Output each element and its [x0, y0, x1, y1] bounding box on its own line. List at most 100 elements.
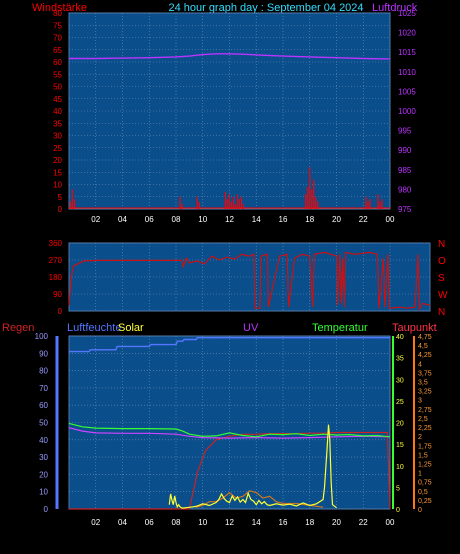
y2-tick-label: 30: [396, 377, 404, 384]
label-regen: Regen: [2, 322, 34, 334]
y-tick-label: 70: [39, 384, 48, 393]
y2-tick-label: 995: [398, 127, 412, 136]
y-axis-left: 0 5 10 15 20 25 30 35 40 45 50 55 60 65 70 75 80: [53, 9, 62, 214]
y-tick-label: 20: [53, 156, 62, 165]
rain-tick-label: 0,25: [418, 498, 432, 505]
rain-tick-label: 4,25: [418, 352, 432, 359]
y-tick-label: 360: [49, 239, 63, 248]
y-tick-label: 30: [53, 132, 62, 141]
header-title: 24 hour graph day : September 04 2024: [168, 2, 363, 14]
x-tick-label: 16: [279, 518, 288, 527]
label-taupunkt: Taupunkt: [392, 322, 437, 334]
label-luftfeuchte: Luftfeuchte: [67, 322, 121, 334]
grid: [69, 12, 391, 210]
x-tick-label: 18: [305, 215, 314, 224]
y-tick-label: 60: [53, 58, 62, 67]
rain-tick-label: 0,5: [418, 489, 428, 496]
y2-tick-label: 15: [396, 442, 404, 449]
header-right-label: Luftdruck: [372, 2, 418, 14]
x-tick-label: 04: [118, 518, 127, 527]
rain-tick-label: 0: [418, 507, 422, 514]
x-tick-label: 14: [252, 518, 261, 527]
x-tick-label: 02: [91, 215, 100, 224]
x-tick-label: 08: [172, 518, 181, 527]
rain-tick-label: 3: [418, 398, 422, 405]
y-tick-label: 10: [53, 181, 62, 190]
y-tick-label: 270: [49, 256, 63, 265]
x-tick-label: 06: [145, 518, 154, 527]
rain-tick-label: 4,75: [418, 334, 432, 341]
y-tick-label: 70: [53, 34, 62, 43]
rain-tick-label: 2,25: [418, 425, 432, 432]
series-luftdruck: [69, 53, 391, 60]
label-temperatur: Temperatur: [312, 322, 368, 334]
y2-tick-label: 1020: [398, 29, 416, 38]
x-tick-label: 20: [332, 518, 341, 527]
compass-label: N: [438, 239, 445, 250]
y-tick-label: 80: [39, 367, 48, 376]
grid: [69, 242, 430, 312]
y2-tick-label: 25: [396, 399, 404, 406]
label-solar: Solar: [118, 322, 144, 334]
series-solar: [168, 424, 337, 509]
compass-label: S: [438, 273, 445, 284]
grid: [69, 335, 391, 510]
series-group: [68, 337, 391, 510]
series-group: [69, 53, 391, 209]
y2-tick-label: 1015: [398, 48, 416, 57]
series-uv: [195, 490, 324, 508]
compass-label: O: [438, 256, 446, 267]
y-tick-label: 0: [58, 307, 63, 316]
x-tick-label: 22: [359, 215, 368, 224]
y-tick-label: 90: [53, 290, 62, 299]
x-axis: 02 04 06 08 10 12 14 16 18 20 22 00: [91, 518, 395, 527]
y2-tick-label: 0: [396, 507, 400, 514]
y-tick-label: 100: [35, 332, 49, 341]
y-tick-label: 65: [53, 46, 62, 55]
y-tick-label: 80: [53, 9, 62, 18]
compass-label: W: [438, 290, 448, 301]
header-left-label: Windstärke: [32, 2, 87, 14]
y2-tick-label: 35: [396, 356, 404, 363]
series-luftfeuchte: [69, 337, 390, 353]
y-tick-label: 55: [53, 70, 62, 79]
y-tick-label: 45: [53, 95, 62, 104]
rain-tick-label: 1: [418, 471, 422, 478]
rain-tick-label: 3,25: [418, 389, 432, 396]
x-tick-label: 04: [118, 215, 127, 224]
y-axis-right: 975 980 985 990 995 1000 1005 1010 1015 1020 1025: [398, 9, 416, 214]
rain-tick-label: 3,75: [418, 370, 432, 377]
y-axis-rain: 0 0,25 0,5 0,75 1 1,25 1,5 1,75 2 2,25 2,5 2,75 3 3,2…: [413, 334, 432, 514]
y2-tick-label: 5: [396, 485, 400, 492]
y2-tick-label: 1000: [398, 107, 416, 116]
y-tick-label: 50: [39, 419, 48, 428]
y-tick-label: 10: [39, 488, 48, 497]
x-tick-label: 02: [91, 518, 100, 527]
y2-tick-label: 1005: [398, 87, 416, 96]
y-axis-left: 0 10 20 30 40 50 60 70 80 90 100: [35, 332, 59, 514]
y-tick-label: 40: [53, 107, 62, 116]
y-tick-label: 90: [39, 349, 48, 358]
y-tick-label: 0: [44, 505, 49, 514]
y-tick-label: 5: [58, 193, 63, 202]
y-tick-label: 25: [53, 144, 62, 153]
series-temperatur: [68, 422, 391, 438]
y-tick-label: 30: [39, 453, 48, 462]
y2-tick-label: 1025: [398, 9, 416, 18]
y-tick-label: 20: [39, 470, 48, 479]
y-tick-label: 60: [39, 401, 48, 410]
rain-tick-label: 3,5: [418, 380, 428, 387]
x-tick-label: 06: [145, 215, 154, 224]
label-uv: UV: [243, 322, 259, 334]
y-tick-label: 50: [53, 83, 62, 92]
y-tick-label: 35: [53, 119, 62, 128]
rain-tick-label: 4,5: [418, 343, 428, 350]
x-tick-label: 10: [198, 518, 207, 527]
y-tick-label: 40: [39, 436, 48, 445]
y2-tick-label: 980: [398, 185, 412, 194]
series-windrichtung: [68, 251, 431, 312]
x-tick-label: 10: [198, 215, 207, 224]
